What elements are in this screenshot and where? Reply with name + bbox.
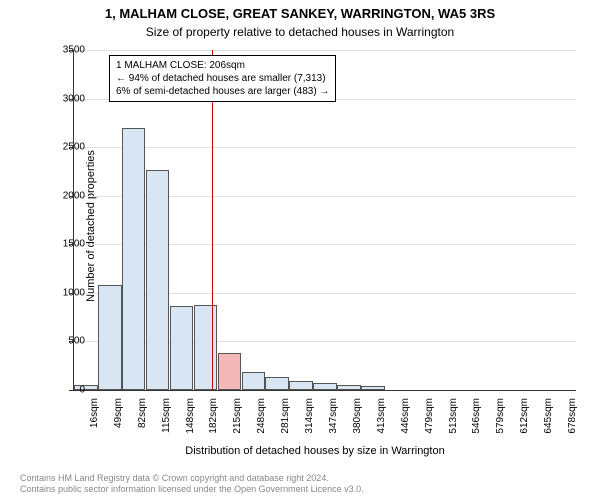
xtick-label: 115sqm bbox=[161, 398, 172, 433]
annotation-box: 1 MALHAM CLOSE: 206sqm ← 94% of detached… bbox=[109, 55, 336, 102]
xtick-label: 281sqm bbox=[280, 398, 291, 434]
ytick-mark bbox=[69, 341, 73, 342]
histogram-bar bbox=[313, 383, 336, 390]
xtick-label: 546sqm bbox=[471, 398, 482, 434]
chart-container: 1, MALHAM CLOSE, GREAT SANKEY, WARRINGTO… bbox=[0, 0, 600, 500]
histogram-bar bbox=[122, 128, 145, 390]
xtick-label: 49sqm bbox=[113, 398, 124, 428]
histogram-bar bbox=[170, 306, 193, 391]
histogram-bar bbox=[146, 170, 169, 390]
ytick-mark bbox=[69, 196, 73, 197]
chart-area: Number of detached properties 0500100015… bbox=[55, 50, 575, 410]
xtick-label: 82sqm bbox=[137, 398, 148, 428]
xtick-label: 380sqm bbox=[352, 398, 363, 434]
ytick-mark bbox=[69, 147, 73, 148]
xtick-label: 645sqm bbox=[543, 398, 554, 434]
ytick-label: 2500 bbox=[45, 142, 85, 153]
histogram-bar bbox=[242, 372, 265, 390]
ytick-label: 500 bbox=[45, 336, 85, 347]
ytick-label: 3500 bbox=[45, 45, 85, 56]
xtick-label: 446sqm bbox=[400, 398, 411, 434]
footer-line1: Contains HM Land Registry data © Crown c… bbox=[20, 473, 364, 485]
ytick-label: 3000 bbox=[45, 93, 85, 104]
histogram-bar bbox=[265, 377, 288, 390]
ytick-mark bbox=[69, 244, 73, 245]
xtick-label: 513sqm bbox=[448, 398, 459, 434]
ytick-mark bbox=[69, 99, 73, 100]
annotation-line2: ← 94% of detached houses are smaller (7,… bbox=[116, 72, 329, 85]
xtick-label: 612sqm bbox=[519, 398, 530, 434]
xtick-label: 248sqm bbox=[256, 398, 267, 434]
histogram-bar bbox=[194, 305, 217, 390]
xtick-label: 314sqm bbox=[304, 398, 315, 434]
annotation-line1: 1 MALHAM CLOSE: 206sqm bbox=[116, 59, 329, 72]
footer-line2: Contains public sector information licen… bbox=[20, 484, 364, 496]
histogram-bar bbox=[98, 285, 121, 390]
xtick-label: 16sqm bbox=[89, 398, 100, 428]
histogram-bar bbox=[289, 381, 312, 390]
histogram-bar bbox=[337, 385, 360, 390]
gridline bbox=[74, 50, 576, 51]
xtick-label: 347sqm bbox=[328, 398, 339, 434]
ytick-mark bbox=[69, 293, 73, 294]
xtick-label: 413sqm bbox=[376, 398, 387, 434]
ytick-label: 2000 bbox=[45, 190, 85, 201]
page-subtitle: Size of property relative to detached ho… bbox=[0, 23, 600, 39]
xtick-label: 479sqm bbox=[424, 398, 435, 434]
gridline bbox=[74, 147, 576, 148]
ytick-label: 0 bbox=[45, 385, 85, 396]
histogram-bar bbox=[361, 386, 384, 390]
xtick-label: 148sqm bbox=[185, 398, 196, 434]
xtick-label: 215sqm bbox=[232, 398, 243, 434]
x-axis-label: Distribution of detached houses by size … bbox=[55, 445, 575, 457]
xtick-label: 182sqm bbox=[208, 398, 219, 434]
xtick-label: 678sqm bbox=[567, 398, 578, 434]
ytick-mark bbox=[69, 50, 73, 51]
ytick-mark bbox=[69, 390, 73, 391]
xtick-label: 579sqm bbox=[495, 398, 506, 434]
ytick-label: 1000 bbox=[45, 287, 85, 298]
page-title: 1, MALHAM CLOSE, GREAT SANKEY, WARRINGTO… bbox=[0, 0, 600, 23]
annotation-line3: 6% of semi-detached houses are larger (4… bbox=[116, 85, 329, 98]
histogram-bar bbox=[218, 353, 241, 390]
ytick-label: 1500 bbox=[45, 239, 85, 250]
footer: Contains HM Land Registry data © Crown c… bbox=[20, 473, 364, 496]
